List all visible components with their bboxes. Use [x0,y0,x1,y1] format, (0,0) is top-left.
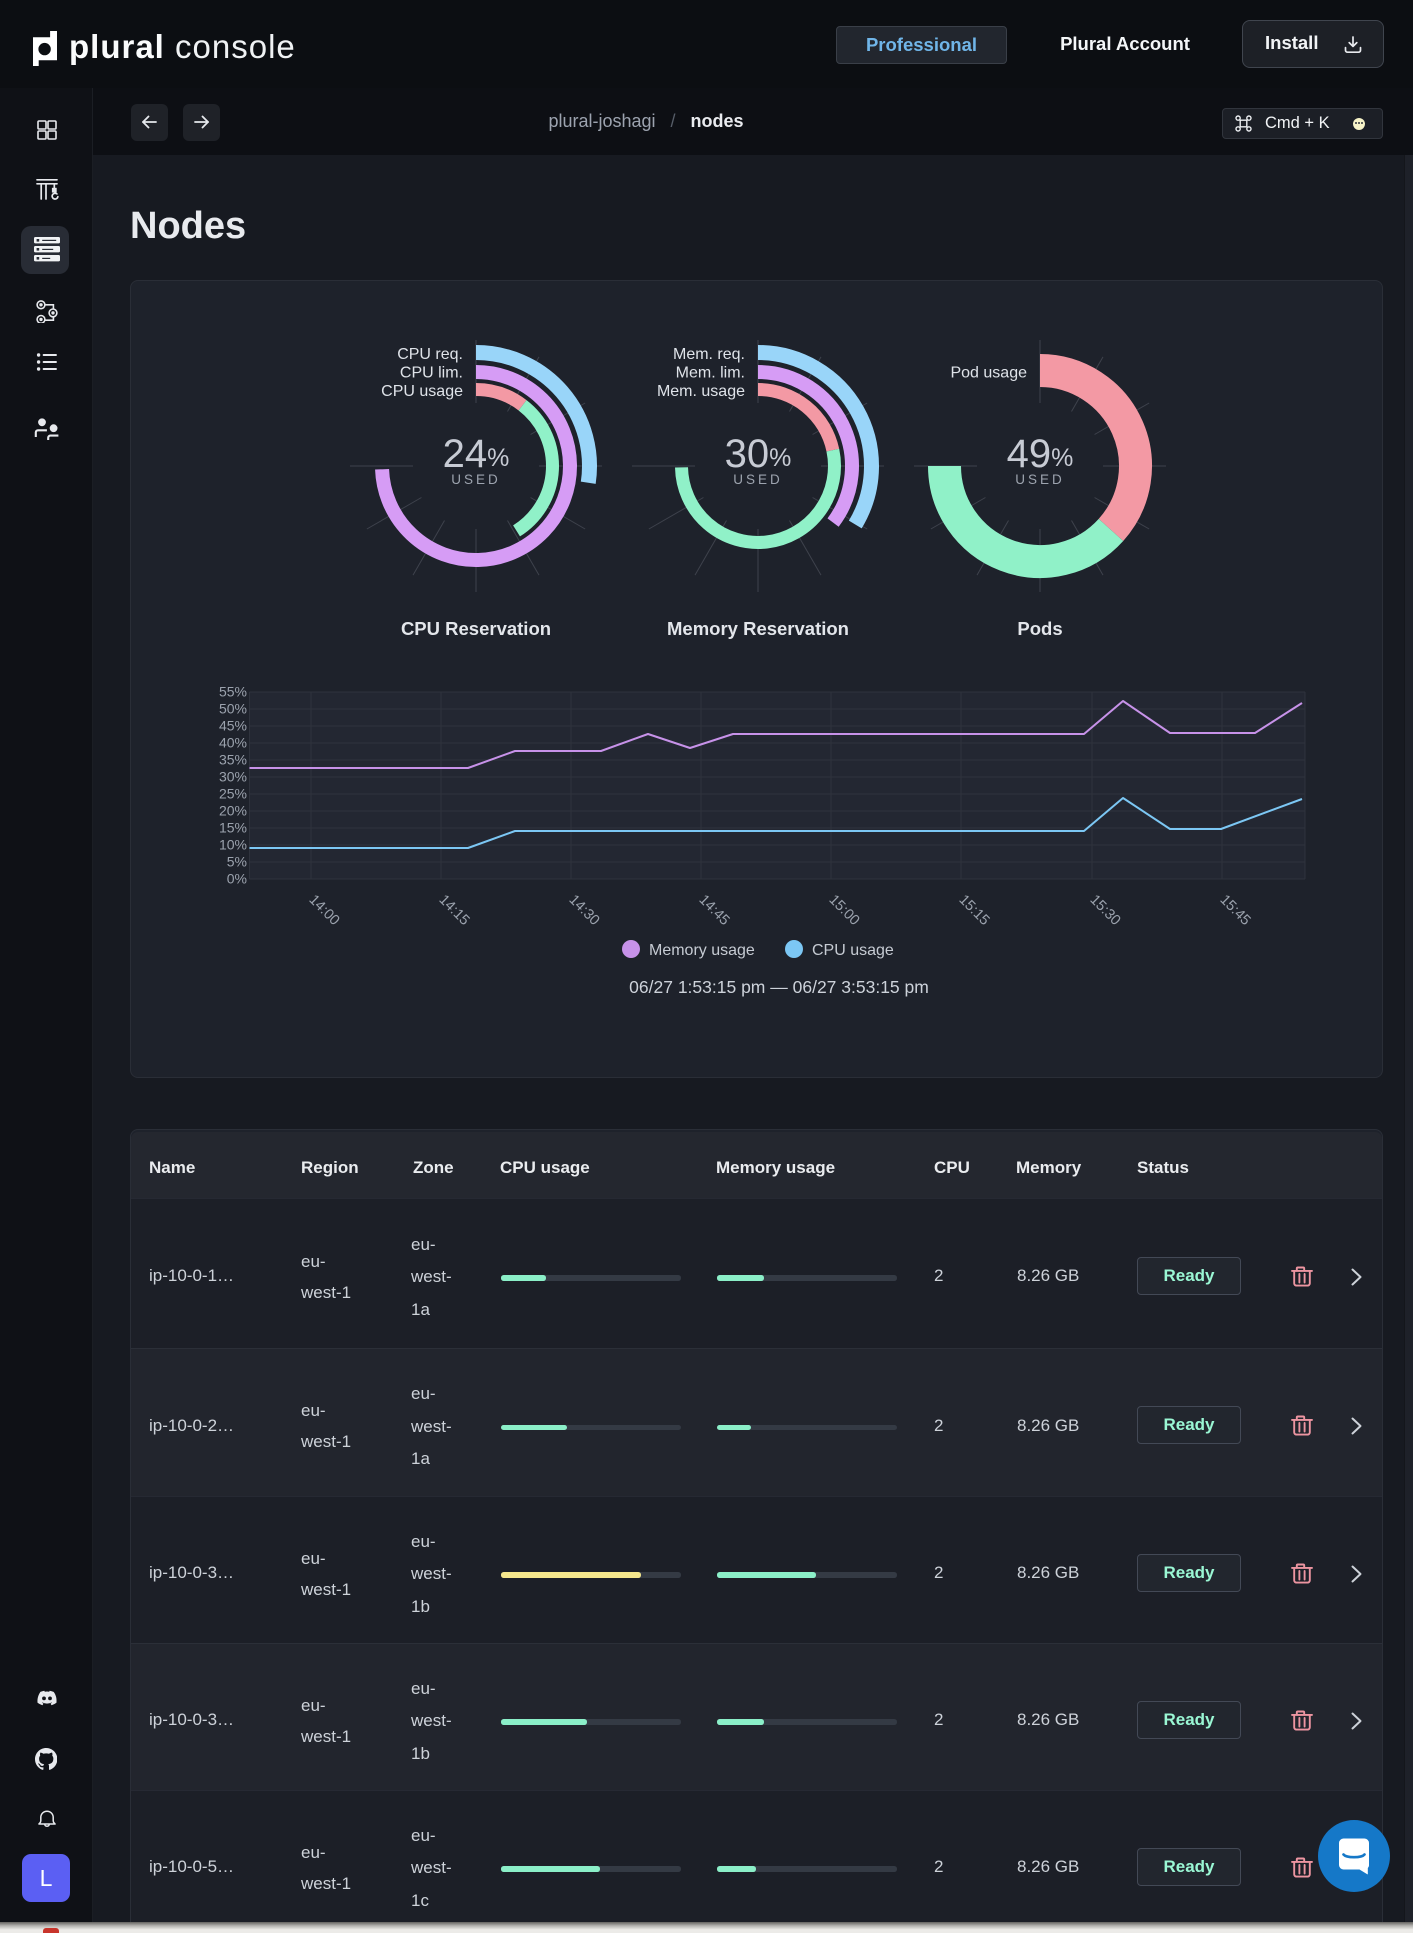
svg-text:49%: 49% [1007,432,1074,476]
svg-text:CPU usage: CPU usage [812,942,894,959]
svg-text:Memory usage: Memory usage [649,942,755,959]
svg-text:20%: 20% [219,803,247,819]
svg-text:50%: 50% [219,701,247,717]
svg-text:15:15: 15:15 [956,892,993,929]
svg-text:24%: 24% [443,432,510,476]
svg-text:30%: 30% [219,769,247,785]
svg-text:USED: USED [451,472,501,487]
svg-text:CPU req.: CPU req. [397,346,463,363]
svg-text:USED: USED [733,472,783,487]
svg-text:10%: 10% [219,837,247,853]
svg-text:45%: 45% [219,718,247,734]
svg-text:15:30: 15:30 [1087,892,1124,929]
svg-text:40%: 40% [219,735,247,751]
svg-text:35%: 35% [219,752,247,768]
svg-text:0%: 0% [227,871,247,887]
svg-text:25%: 25% [219,786,247,802]
svg-text:5%: 5% [227,854,247,870]
svg-text:14:30: 14:30 [566,892,603,929]
svg-text:15%: 15% [219,820,247,836]
svg-text:06/27 1:53:15 pm — 06/27 3:53:: 06/27 1:53:15 pm — 06/27 3:53:15 pm [629,977,929,997]
svg-text:30%: 30% [725,432,792,476]
svg-text:55%: 55% [219,684,247,700]
svg-text:Mem. lim.: Mem. lim. [676,365,745,382]
svg-text:Pod usage: Pod usage [950,365,1027,382]
svg-text:USED: USED [1015,472,1065,487]
svg-text:14:45: 14:45 [696,892,733,929]
svg-text:15:45: 15:45 [1217,892,1254,929]
svg-text:CPU usage: CPU usage [381,383,463,400]
svg-text:Mem. req.: Mem. req. [673,346,745,363]
svg-text:15:00: 15:00 [826,892,863,929]
svg-text:CPU lim.: CPU lim. [400,365,463,382]
svg-text:CPU Reservation: CPU Reservation [401,618,551,639]
svg-text:14:00: 14:00 [306,892,343,929]
svg-text:Mem. usage: Mem. usage [657,383,745,400]
svg-text:14:15: 14:15 [436,892,473,929]
svg-text:Memory Reservation: Memory Reservation [667,618,849,639]
svg-text:Pods: Pods [1017,618,1062,639]
